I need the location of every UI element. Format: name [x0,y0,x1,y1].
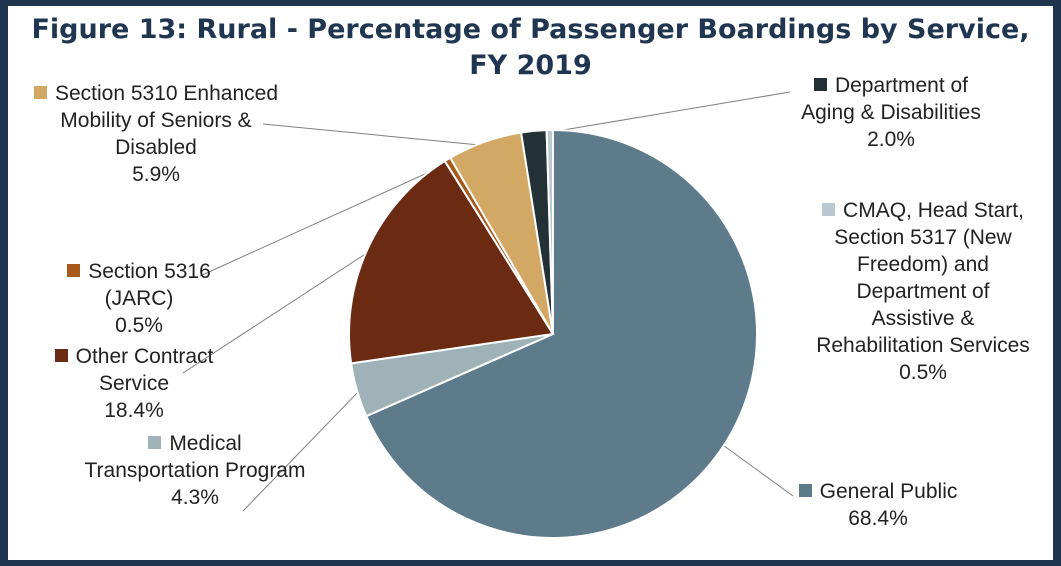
value-section-5310: 5.9% [132,163,180,186]
swatch-cmaq-head-start [822,203,836,216]
swatch-section-5316 [67,264,81,277]
value-department-of-aging: 2.0% [867,128,915,151]
swatch-general-public [798,484,812,497]
leader-line-general-public [720,442,794,497]
slice-other-contract-service [348,159,555,365]
value-medical-transportation: 4.3% [171,486,219,509]
chart-title: Figure 13: Rural - Percentage of Passeng… [31,14,1030,81]
value-cmaq-head-start: 0.5% [899,361,947,384]
label-cmaq-head-start: CMAQ, Head Start, Section 5317 (New Free… [813,197,1033,386]
swatch-section-5310 [33,86,47,99]
swatch-department-of-aging [813,78,827,91]
value-general-public: 68.4% [848,507,908,530]
value-section-5316: 0.5% [115,314,163,337]
slice-cmaq-head-start [545,128,554,335]
label-general-public: General Public 68.4% [758,478,998,532]
label-section-5316: Section 5316 (JARC) 0.5% [54,258,224,339]
value-other-contract-service: 18.4% [104,399,164,422]
leader-line-department-of-aging [534,91,791,136]
pie-chart [182,91,794,539]
leader-line-section-5316 [199,162,450,277]
leader-line-other-contract-service [182,249,372,374]
pie-slices [348,128,758,539]
leader-line-medical-transportation [242,388,362,512]
label-medical-transportation: Medical Transportation Program 4.3% [80,430,310,511]
leader-line-section-5310 [262,123,486,147]
label-section-5310: Section 5310 Enhanced Mobility of Senior… [28,80,284,188]
leader-lines [182,91,794,512]
label-department-of-aging: Department of Aging & Disabilities 2.0% [786,72,996,153]
chart-frame: Figure 13: Rural - Percentage of Passeng… [8,6,1053,560]
swatch-medical-transportation [148,436,162,449]
swatch-other-contract-service [54,349,68,362]
slice-general-public [364,128,758,539]
label-other-contract-service: Other Contract Service 18.4% [44,343,224,424]
